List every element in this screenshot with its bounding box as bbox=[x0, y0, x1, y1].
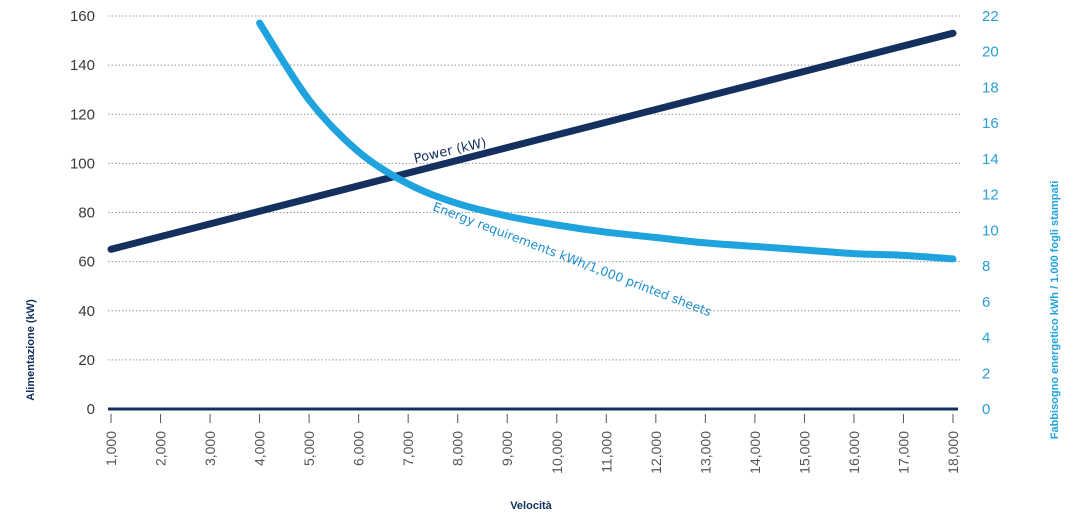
left-tick-label: 120 bbox=[70, 106, 95, 123]
series-layer bbox=[107, 19, 958, 411]
right-tick-label: 2 bbox=[982, 365, 990, 382]
left-tick-label: 160 bbox=[70, 8, 95, 25]
right-tick-label: 6 bbox=[982, 294, 990, 311]
left-tick-label: 100 bbox=[70, 155, 95, 172]
x-tick-label: 2,000 bbox=[153, 431, 169, 466]
right-tick-label: 18 bbox=[982, 79, 999, 96]
x-tick-label: 3,000 bbox=[202, 431, 218, 466]
right-tick-label: 0 bbox=[982, 401, 990, 418]
left-tick-label: 60 bbox=[78, 254, 95, 271]
x-tick-label: 1,000 bbox=[103, 431, 119, 466]
series-label-energy: Energy requirements kWh/1,000 printed sh… bbox=[431, 199, 714, 319]
right-tick-label: 14 bbox=[982, 151, 999, 168]
x-axis: 1,000 2,000 3,000 4,000 5,000 6,000 7,000 8,000… bbox=[103, 414, 961, 474]
left-tick-label: 140 bbox=[70, 57, 95, 74]
x-tick-label: 14,000 bbox=[747, 431, 763, 474]
left-tick-label: 20 bbox=[78, 352, 95, 369]
x-tick-label: 12,000 bbox=[648, 431, 664, 474]
x-tick-label: 13,000 bbox=[697, 431, 713, 474]
x-tick-label: 10,000 bbox=[549, 431, 565, 474]
right-tick-label: 22 bbox=[982, 8, 999, 25]
right-tick-label: 4 bbox=[982, 330, 990, 347]
right-tick-label: 10 bbox=[982, 222, 999, 239]
x-tick-label: 5,000 bbox=[301, 431, 317, 466]
left-axis-title: Alimentazione (kW) bbox=[25, 299, 37, 401]
x-tick-label: 8,000 bbox=[450, 431, 466, 466]
x-tick-label: 9,000 bbox=[499, 431, 515, 466]
x-tick-label: 17,000 bbox=[895, 431, 911, 474]
right-tick-label: 12 bbox=[982, 187, 999, 204]
left-tick-label: 80 bbox=[78, 205, 95, 222]
x-tick-label: 6,000 bbox=[351, 431, 367, 466]
right-axis-title: Fabbisogno energetico kWh / 1.000 fogli … bbox=[1049, 181, 1061, 440]
x-tick-label: 7,000 bbox=[400, 431, 416, 466]
right-y-axis: 0 2 4 6 8 10 12 14 16 18 20 22 bbox=[982, 8, 999, 418]
x-tick-label: 15,000 bbox=[796, 431, 812, 474]
right-tick-label: 16 bbox=[982, 115, 999, 132]
series-power-line bbox=[107, 29, 957, 253]
left-tick-label: 0 bbox=[87, 401, 95, 418]
x-tick-label: 11,000 bbox=[598, 431, 614, 473]
series-energy-line bbox=[256, 19, 957, 263]
x-tick-label: 18,000 bbox=[945, 431, 961, 474]
x-tick-label: 4,000 bbox=[252, 431, 268, 466]
left-tick-label: 40 bbox=[78, 303, 95, 320]
x-tick-label: 16,000 bbox=[846, 431, 862, 474]
x-axis-title: Velocità bbox=[510, 500, 552, 512]
left-y-axis: 0 20 40 60 80 100 120 140 160 bbox=[70, 8, 95, 418]
right-tick-label: 8 bbox=[982, 258, 990, 275]
right-tick-label: 20 bbox=[982, 44, 999, 61]
